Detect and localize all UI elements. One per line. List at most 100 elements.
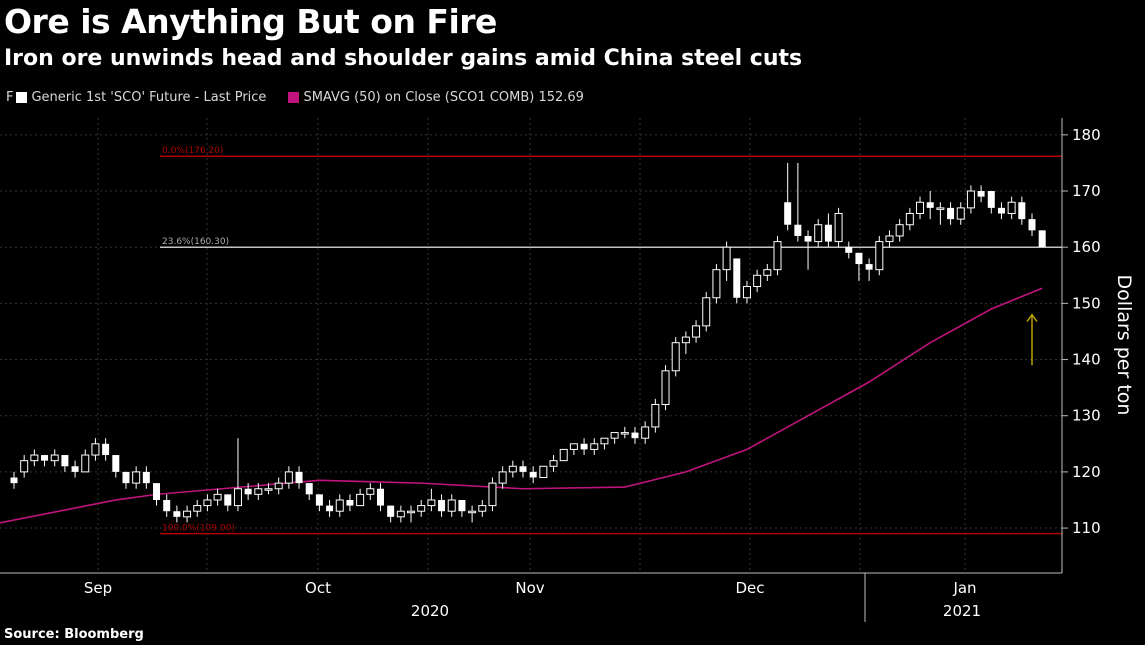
candle-body [61, 455, 69, 467]
candle-body [91, 443, 100, 456]
candle-body [641, 426, 650, 439]
candle-body [845, 247, 853, 253]
candle-body [163, 499, 171, 512]
candle-body [824, 224, 832, 242]
candle-body [438, 499, 446, 512]
candle-body [661, 370, 670, 405]
x-year-label: 2021 [943, 602, 981, 620]
candle-body [193, 505, 202, 512]
candle-body [41, 455, 49, 461]
candle-body [50, 454, 59, 462]
candle-body [315, 494, 323, 506]
candle-body [488, 482, 497, 507]
candle-body [387, 505, 395, 517]
legend-swatch-price [16, 92, 28, 103]
candle-body [122, 471, 130, 484]
sma-line [0, 287, 1043, 524]
candle-body [936, 207, 945, 210]
candle-body [508, 465, 517, 473]
candle-body [702, 297, 711, 327]
candle-body [997, 207, 1005, 214]
candle-body [224, 494, 232, 506]
x-tick-label-month: Nov [515, 579, 544, 597]
candle-body [244, 488, 252, 495]
candle-body [895, 224, 904, 237]
y-axis-label: Dollars per ton [1113, 275, 1135, 416]
candle-body [916, 201, 925, 214]
legend-label-sma: SMAVG (50) on Close (SCO1 COMB) 152.69 [303, 90, 584, 105]
candle-body [865, 264, 873, 270]
candle-body [20, 460, 29, 473]
candle-body [610, 432, 619, 439]
y-tick-label: 180 [1072, 126, 1101, 144]
candle-body [153, 483, 161, 500]
candle-body [956, 207, 965, 220]
candle-body [905, 212, 914, 226]
chart-legend: F Generic 1st 'SCO' Future - Last Price … [6, 90, 606, 105]
candle-body [814, 224, 823, 243]
candle-body [834, 212, 843, 243]
candle-body [926, 202, 934, 208]
candle-body [173, 511, 181, 517]
candle-body [631, 432, 639, 439]
candle-body [10, 477, 18, 484]
candle-body [213, 493, 222, 501]
x-year-label: 2020 [411, 602, 449, 620]
candle-body [326, 505, 334, 512]
candle-body [519, 466, 527, 472]
candle-body [295, 471, 303, 484]
candle-body [681, 336, 690, 344]
candle-body [335, 499, 344, 512]
candle-body [203, 499, 212, 507]
candle-body [346, 499, 354, 506]
candle-body [498, 471, 507, 484]
candle-body [733, 258, 741, 298]
candle-body [794, 224, 802, 236]
y-tick-label: 110 [1072, 519, 1101, 537]
y-tick-label: 130 [1072, 407, 1101, 425]
candle-body [692, 325, 701, 338]
x-tick-label-month: Dec [735, 579, 764, 597]
x-tick-label-month: Oct [305, 579, 331, 597]
candle-body [233, 488, 242, 507]
legend-prefix: F [6, 90, 14, 105]
chart-subtitle: Iron ore unwinds head and shoulder gains… [4, 46, 803, 71]
candle-body [569, 443, 578, 450]
candle-body [1038, 230, 1046, 248]
candle-body [712, 269, 721, 299]
candle-body [549, 460, 558, 467]
candle-body [478, 505, 487, 512]
candle-body [875, 241, 884, 271]
legend-label-price: Generic 1st 'SCO' Future - Last Price [31, 90, 267, 105]
candle-body [254, 488, 263, 495]
candle-body [183, 510, 192, 518]
legend-item-price: F Generic 1st 'SCO' Future - Last Price [6, 90, 266, 105]
candle-body [284, 471, 293, 484]
candle-body [987, 191, 995, 208]
x-tick-label-month: Jan [952, 579, 976, 597]
legend-item-sma: SMAVG (50) on Close (SCO1 COMB) 152.69 [288, 90, 584, 105]
candle-body [396, 510, 405, 518]
y-tick-label: 150 [1072, 294, 1101, 312]
candle-body [427, 499, 436, 507]
candle-body [784, 202, 792, 225]
candle-body [590, 443, 599, 450]
candle-body [468, 510, 477, 514]
candle-body [977, 191, 985, 197]
candle-body [742, 286, 751, 299]
level-label-low: 100.0%(109.00) [162, 524, 235, 534]
candle-body [1007, 201, 1016, 214]
candle-body [671, 342, 680, 372]
candle-body [804, 235, 812, 242]
candle-body [651, 403, 660, 428]
candle-body [102, 443, 110, 456]
candle-body [529, 471, 537, 478]
candle-body [458, 499, 466, 512]
candle-body [885, 235, 894, 243]
candle-body [71, 466, 79, 472]
level-label-top: 0.0%(176.20) [162, 146, 223, 156]
level-label-mid: 23.6%(160.30) [162, 237, 229, 247]
candle-body [81, 454, 90, 473]
source-note: Source: Bloomberg [4, 627, 144, 642]
